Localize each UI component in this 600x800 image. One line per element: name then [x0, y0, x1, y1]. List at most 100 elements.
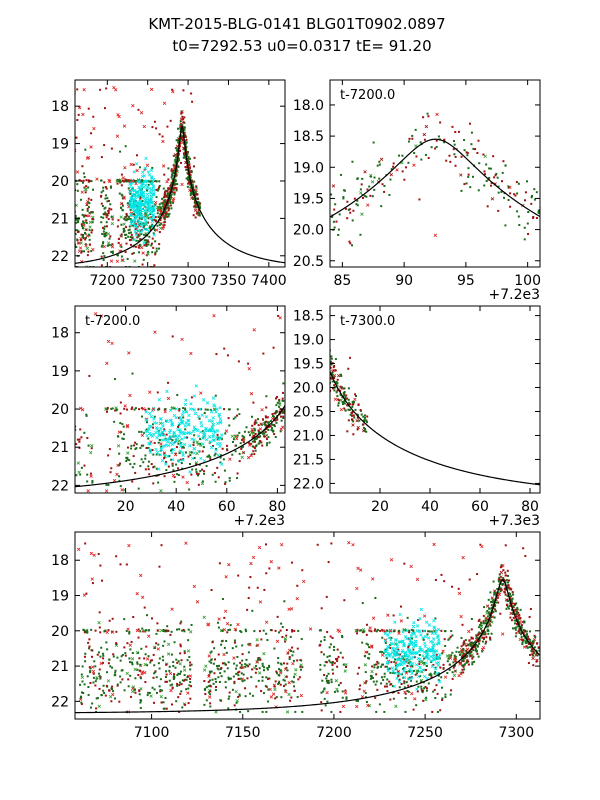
data-point — [141, 222, 144, 225]
data-point — [292, 659, 295, 662]
data-point — [233, 680, 236, 683]
data-point-cross — [108, 694, 113, 699]
data-point-cross — [401, 639, 405, 644]
data-point — [125, 218, 128, 221]
data-point — [332, 220, 335, 223]
data-point — [453, 665, 456, 668]
data-point — [376, 688, 379, 691]
data-point — [285, 628, 288, 631]
data-point — [139, 669, 142, 672]
data-point — [232, 438, 235, 441]
data-point-cross — [286, 389, 289, 392]
data-point — [175, 169, 178, 172]
data-point — [410, 628, 413, 631]
data-point — [173, 182, 176, 185]
data-point — [165, 663, 168, 666]
data-point — [327, 360, 329, 362]
data-point — [177, 140, 180, 143]
data-point — [285, 634, 288, 637]
data-point — [190, 92, 193, 95]
data-point — [383, 184, 386, 187]
data-point — [273, 685, 276, 688]
data-point-cross — [207, 674, 211, 678]
data-point — [119, 401, 122, 404]
data-point-cross — [418, 647, 422, 652]
data-point — [147, 240, 150, 243]
data-point-cross — [212, 438, 216, 442]
data-point — [490, 615, 493, 618]
data-point — [188, 180, 191, 183]
data-point — [126, 257, 129, 260]
data-point — [476, 636, 479, 639]
data-point — [267, 677, 270, 680]
data-point — [105, 684, 108, 687]
data-point — [504, 593, 507, 596]
data-point — [375, 673, 378, 676]
data-point — [364, 681, 367, 684]
data-point — [159, 690, 162, 693]
data-point-cross — [169, 688, 173, 693]
data-point — [111, 407, 114, 410]
data-point — [497, 185, 500, 188]
data-point — [222, 458, 225, 461]
data-point-cross — [137, 179, 142, 183]
data-point — [375, 663, 378, 666]
y-tick-label: 20 — [51, 174, 69, 190]
data-point — [478, 638, 481, 641]
data-point — [348, 401, 351, 404]
data-point — [104, 194, 107, 197]
data-point — [494, 610, 497, 613]
data-point — [449, 663, 452, 666]
data-point-cross — [165, 419, 169, 424]
data-point-cross — [106, 679, 111, 683]
data-point — [184, 166, 187, 169]
data-point — [442, 667, 445, 670]
data-point-cross — [263, 434, 267, 439]
data-point-cross — [149, 168, 154, 172]
data-point — [341, 401, 344, 404]
data-point — [508, 596, 511, 599]
data-point — [80, 436, 83, 439]
data-point — [172, 171, 175, 174]
data-point — [236, 477, 239, 480]
data-point — [378, 160, 381, 163]
data-point — [186, 436, 189, 439]
data-point — [80, 250, 83, 253]
data-point-cross — [155, 421, 159, 425]
data-point — [173, 641, 176, 644]
data-point — [154, 220, 157, 223]
data-point — [418, 660, 421, 663]
data-point-cross — [422, 629, 426, 633]
data-point-cross — [415, 624, 420, 628]
data-point — [297, 678, 300, 681]
data-point-cross — [435, 112, 439, 117]
data-point — [154, 240, 157, 243]
data-point — [124, 237, 127, 240]
data-point-cross — [122, 196, 126, 200]
axes-frame — [329, 305, 541, 494]
data-point-cross — [146, 195, 150, 200]
data-point — [153, 120, 156, 123]
data-point — [254, 665, 257, 668]
data-point — [163, 199, 166, 202]
panel-middle-right: 20 40 60 8018.519.019.520.020.521.021.522.0… — [293, 305, 541, 529]
data-point — [227, 697, 230, 700]
data-point — [170, 184, 173, 187]
data-point — [356, 199, 359, 202]
data-point — [210, 670, 213, 673]
data-point — [116, 656, 119, 659]
data-point — [507, 186, 510, 189]
data-point — [526, 637, 529, 640]
data-point — [526, 646, 529, 649]
data-point — [76, 183, 79, 186]
data-point — [111, 252, 114, 255]
data-point — [165, 670, 168, 673]
data-point-cross — [150, 219, 154, 224]
data-point — [136, 668, 139, 671]
data-point-cross — [398, 640, 403, 644]
data-point — [163, 200, 166, 203]
data-point — [153, 688, 156, 691]
data-point — [523, 630, 526, 633]
data-point — [365, 623, 368, 626]
data-point — [172, 187, 175, 190]
